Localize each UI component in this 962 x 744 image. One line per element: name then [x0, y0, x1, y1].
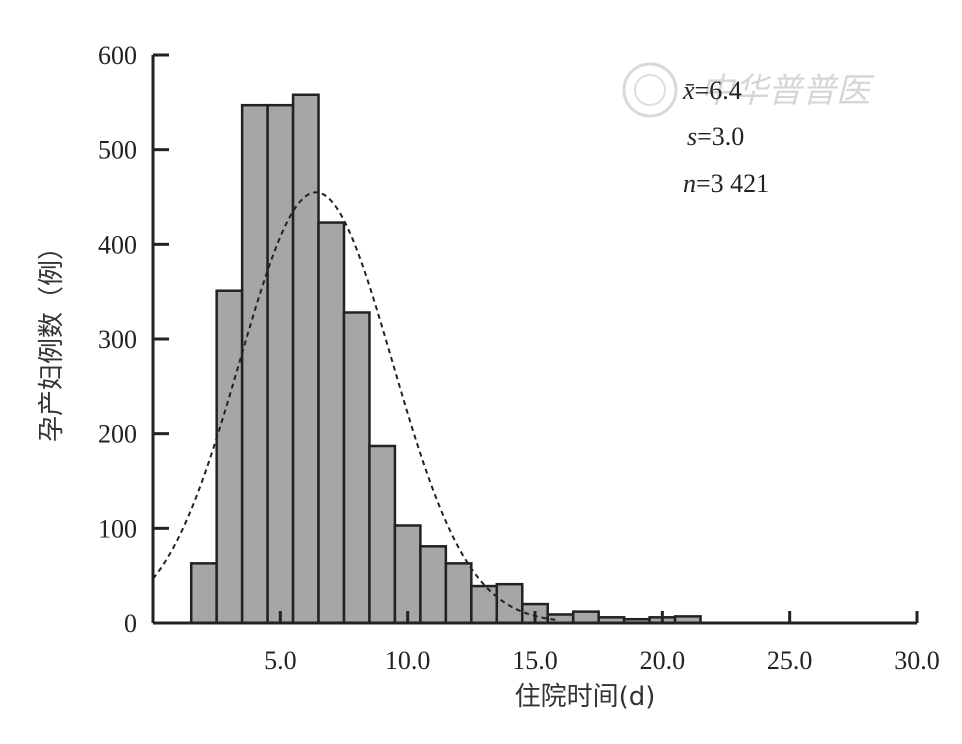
histogram-bar-9: [419, 545, 448, 625]
x-tick-label-0: 5.0: [264, 646, 297, 675]
x-tick-label-2: 15.0: [512, 646, 558, 675]
watermark-seal-icon: [622, 62, 678, 118]
x-tick-label-3: 20.0: [640, 646, 686, 675]
histogram-bar-6: [342, 311, 371, 625]
y-tick-label-6: 600: [98, 41, 137, 70]
x-tick-label-5: 30.0: [894, 646, 940, 675]
histogram-bar-7: [368, 444, 397, 625]
histogram-bar-1: [215, 289, 244, 625]
x-tick-label-4: 25.0: [767, 646, 813, 675]
watermark-seal-inner-icon: [634, 74, 666, 106]
y-tick-label-0: 0: [124, 609, 137, 638]
stats-annotation: x̄=6.4 s=3.0 n=3 421: [682, 76, 769, 198]
y-axis-title: 孕产妇例数（例）: [37, 234, 67, 442]
histogram-bar-12: [495, 582, 524, 625]
stat-mean-value: =6.4: [695, 76, 742, 105]
histogram-bar-10: [444, 562, 473, 625]
histogram-bar-5: [317, 221, 346, 625]
histogram-bar-3: [266, 103, 295, 625]
stat-sd: s=3.0: [687, 122, 744, 151]
histogram-bar-15: [571, 610, 600, 625]
x-tick-label-1: 10.0: [385, 646, 431, 675]
histogram-bar-0: [189, 562, 218, 625]
y-tick-label-3: 300: [98, 325, 137, 354]
normal-curve: [152, 191, 560, 622]
y-tick-label-4: 400: [98, 230, 137, 259]
stat-n: n=3 421: [683, 169, 769, 198]
y-axis-ticks: 0 100 200 300 400 500 600: [98, 41, 169, 638]
histogram-bar-11: [470, 584, 499, 625]
watermark-text: 中华普普医: [700, 71, 875, 111]
histogram-bars: [189, 93, 702, 625]
y-tick-label-1: 100: [98, 514, 137, 543]
histogram-bar-4: [291, 93, 320, 625]
stat-sd-value: =3.0: [697, 122, 744, 151]
stat-n-value: =3 421: [696, 169, 769, 198]
stat-mean: x̄=6.4: [682, 76, 742, 105]
watermark: 中华普普医: [622, 62, 875, 118]
y-tick-label-5: 500: [98, 136, 137, 165]
stat-n-var: n: [683, 169, 696, 198]
stat-sd-var: s: [687, 122, 697, 151]
stat-mean-var: x̄: [682, 76, 695, 105]
y-tick-label-2: 200: [98, 420, 137, 449]
x-axis-ticks: 5.0 10.0 15.0 20.0 25.0 30.0: [264, 611, 940, 675]
x-axis-title: 住院时间(d): [515, 682, 656, 712]
histogram-bar-2: [240, 103, 269, 625]
histogram-bar-8: [393, 524, 422, 625]
